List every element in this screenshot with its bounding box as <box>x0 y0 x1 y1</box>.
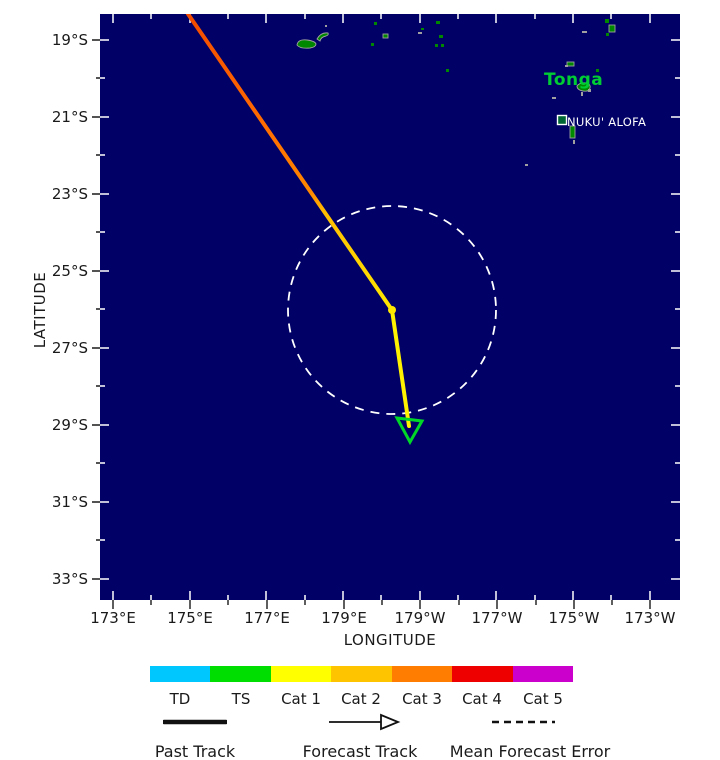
forecast-arrowhead-icon <box>394 416 425 446</box>
x-tick-label: 175°W <box>548 609 600 627</box>
map-canvas <box>100 14 680 600</box>
intensity-colorbar <box>150 666 573 682</box>
y-tick-label: 21°S <box>51 108 88 126</box>
mean-forecast-error-dash-glyph <box>492 720 555 724</box>
x-tick-label: 173°W <box>624 609 676 627</box>
x-axis-title: LONGITUDE <box>343 631 437 649</box>
y-tick-label: 29°S <box>51 416 88 434</box>
category-label: TS <box>231 690 251 708</box>
category-label: Cat 5 <box>523 690 563 708</box>
x-tick-label: 177°W <box>471 609 523 627</box>
category-label: TD <box>169 690 191 708</box>
forecast-track-label: Forecast Track <box>302 742 418 760</box>
region-label: Tonga <box>544 70 604 90</box>
x-tick-label: 173°E <box>90 609 136 627</box>
y-tick-label: 27°S <box>51 339 88 357</box>
inner-ticks <box>100 14 680 600</box>
category-label: Cat 3 <box>402 690 442 708</box>
past-track-glyph <box>163 719 227 725</box>
colorbar-cell-td <box>150 666 211 682</box>
colorbar-cell-cat3 <box>391 666 453 682</box>
x-tick-label: 179°E <box>321 609 367 627</box>
colorbar-cell-cat2 <box>331 666 392 682</box>
colorbar-cell-cat4 <box>452 666 513 682</box>
position-dot <box>388 306 396 314</box>
y-axis-title: LATITUDE <box>31 271 49 349</box>
city-label: NUKU' ALOFA <box>567 115 647 129</box>
past-track-label: Past Track <box>154 742 236 760</box>
y-tick-label: 33°S <box>51 570 88 588</box>
category-label: Cat 1 <box>281 690 321 708</box>
category-label: Cat 2 <box>341 690 381 708</box>
y-tick-label: 23°S <box>51 185 88 203</box>
colorbar-cell-ts <box>210 666 271 682</box>
colorbar-cell-cat1 <box>270 666 332 682</box>
x-tick-label: 179°W <box>394 609 446 627</box>
islands <box>296 19 616 166</box>
past-track-line <box>186 14 394 312</box>
forecast-track-line <box>390 308 411 428</box>
error-circle <box>287 205 497 415</box>
x-tick-label: 175°E <box>167 609 213 627</box>
y-tick-label: 25°S <box>51 262 88 280</box>
map-plot-area: Tonga NUKU' ALOFA <box>100 14 680 600</box>
city-marker-icon <box>556 114 568 126</box>
category-label: Cat 4 <box>462 690 502 708</box>
y-tick-label: 31°S <box>51 493 88 511</box>
x-tick-label: 177°E <box>244 609 290 627</box>
colorbar-cell-cat5 <box>512 666 573 682</box>
y-tick-label: 19°S <box>51 31 88 49</box>
mean-forecast-error-label: Mean Forecast Error <box>449 742 611 760</box>
forecast-arrow-icon <box>329 713 401 731</box>
